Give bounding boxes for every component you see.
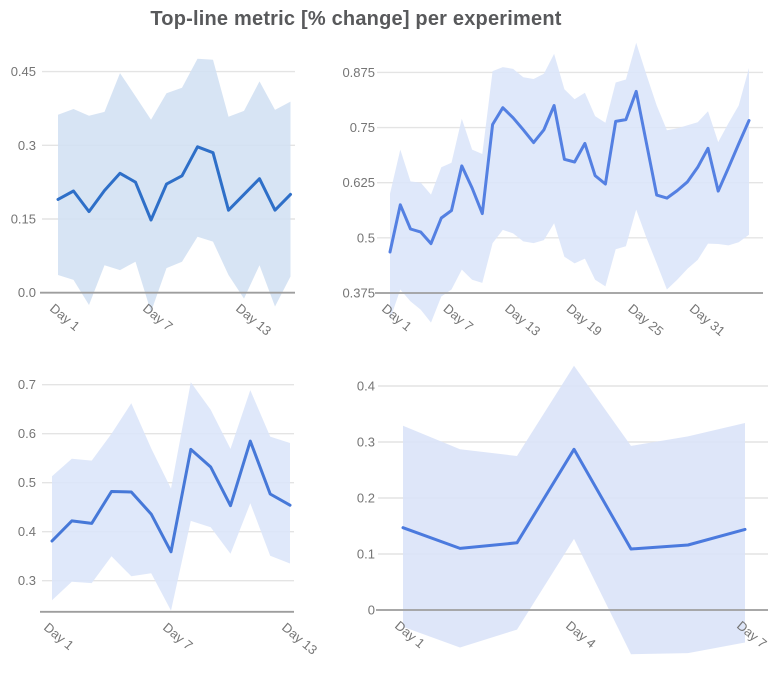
chart-bottom-left: 0.3 0.4 0.5 0.6 0.7 Day 1 Day 7 Day 13: [0, 352, 330, 679]
metric-line: [56, 145, 292, 222]
figure-title: Top-line metric [% change] per experimen…: [150, 8, 562, 30]
y-tick-label: 0.625: [342, 175, 375, 190]
x-tick-label: Day 13: [502, 301, 543, 339]
y-tick-label: 0.875: [342, 65, 375, 80]
confidence-band: [390, 42, 749, 323]
x-tick-label: Day 19: [564, 301, 605, 339]
y-tick-label: 0.4: [357, 379, 375, 394]
x-tick-label: Day 13: [233, 301, 274, 339]
y-tick-label: 0: [368, 603, 375, 618]
y-tick-label: 0.3: [18, 573, 36, 588]
chart-bottom-left-svg: 0.3 0.4 0.5 0.6 0.7 Day 1 Day 7 Day 13: [18, 377, 320, 658]
metric-line: [50, 439, 292, 554]
chart-top-left-svg: 0.0 0.15 0.3 0.45 Day 1 Day 7 Day 13: [11, 58, 295, 339]
chart-top-left: 0.0 0.15 0.3 0.45 Day 1 Day 7 Day 13: [0, 40, 330, 352]
y-tick-label: 0.45: [11, 64, 36, 79]
metric-line: [388, 89, 751, 254]
x-tick-label: Day 1: [379, 301, 415, 334]
y-tick-label: 0.2: [357, 491, 375, 506]
y-tick-label: 0.5: [18, 475, 36, 490]
metric-line: [401, 447, 747, 551]
x-tick-label: Day 4: [563, 618, 599, 651]
x-tick-label: Day 25: [625, 301, 666, 339]
chart-top-right-svg: 0.375 0.5 0.625 0.75 0.875 Day 1 Day 7 Day 13 Da…: [342, 42, 763, 339]
x-tick-label: Day 1: [47, 301, 83, 334]
y-tick-label: 0.75: [350, 120, 375, 135]
x-tick-label: Day 7: [140, 301, 176, 334]
y-tick-label: 0.15: [11, 212, 36, 227]
y-tick-label: 0.3: [18, 138, 36, 153]
y-tick-label: 0.1: [357, 547, 375, 562]
y-tick-label: 0.3: [357, 435, 375, 450]
y-tick-label: 0.0: [18, 285, 36, 300]
y-tick-label: 0.6: [18, 426, 36, 441]
confidence-band: [403, 365, 745, 655]
chart-bottom-right: 0 0.1 0.2 0.3 0.4 Day 1 Day 4 Day 7: [330, 352, 784, 679]
chart-top-right: 0.375 0.5 0.625 0.75 0.875 Day 1 Day 7 Day 13 Da…: [330, 40, 784, 352]
x-tick-label: Day 7: [441, 301, 477, 334]
y-tick-label: 0.4: [18, 524, 36, 539]
x-tick-label: Day 13: [279, 620, 320, 658]
x-tick-label: Day 1: [41, 620, 77, 653]
y-tick-label: 0.7: [18, 377, 36, 392]
x-tick-label: Day 7: [160, 620, 196, 653]
x-tick-label: Day 31: [687, 301, 728, 339]
y-tick-label: 0.375: [342, 286, 375, 301]
confidence-band: [58, 58, 291, 312]
y-tick-label: 0.5: [357, 230, 375, 245]
confidence-band: [52, 382, 290, 611]
